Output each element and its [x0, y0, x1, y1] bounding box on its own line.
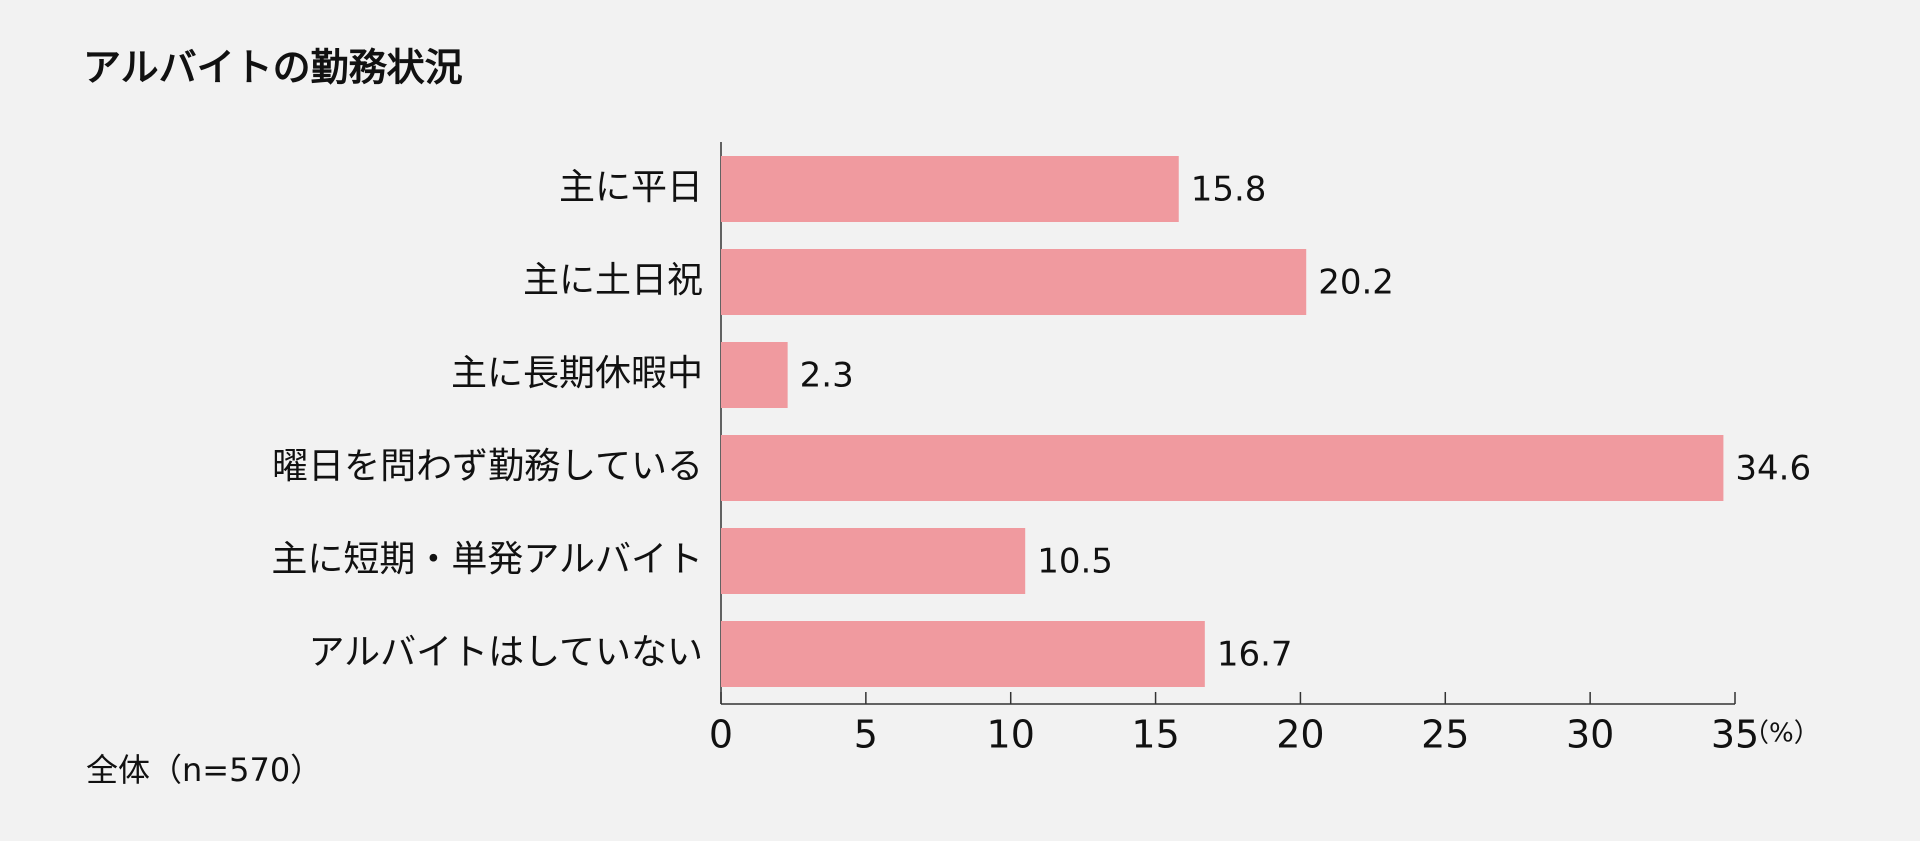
- x-axis-unit: （%）: [1743, 719, 1820, 749]
- bar: [721, 435, 1724, 501]
- category-label: アルバイトはしていない: [308, 632, 703, 673]
- x-tick-label: 30: [1566, 713, 1614, 757]
- x-tick-label: 15: [1131, 713, 1179, 757]
- value-label: 2.3: [800, 356, 854, 396]
- category-label: 曜日を問わず勤務している: [272, 446, 703, 487]
- category-label: 主に短期・単発アルバイト: [271, 539, 703, 580]
- x-tick-label: 10: [987, 713, 1035, 757]
- x-tick-label: 35: [1711, 713, 1759, 757]
- category-label: 主に土日祝: [523, 260, 703, 301]
- x-tick-label: 0: [709, 713, 733, 757]
- category-label: 主に平日: [559, 167, 703, 208]
- category-label: 主に長期休暇中: [451, 353, 703, 394]
- bar: [721, 249, 1307, 315]
- value-label: 16.7: [1217, 635, 1293, 675]
- bar: [721, 342, 788, 408]
- value-label: 15.8: [1191, 170, 1267, 210]
- value-label: 34.6: [1735, 449, 1811, 489]
- bar: [721, 528, 1026, 594]
- note: 全体（n=570）: [86, 751, 322, 789]
- x-tick-label: 25: [1421, 713, 1469, 757]
- bar: [721, 156, 1179, 222]
- x-tick-label: 5: [854, 713, 878, 757]
- value-label: 20.2: [1318, 263, 1394, 303]
- chart-title: アルバイトの勤務状況: [83, 46, 463, 90]
- x-tick-label: 20: [1276, 713, 1324, 757]
- value-label: 10.5: [1037, 542, 1113, 582]
- bar: [721, 621, 1205, 687]
